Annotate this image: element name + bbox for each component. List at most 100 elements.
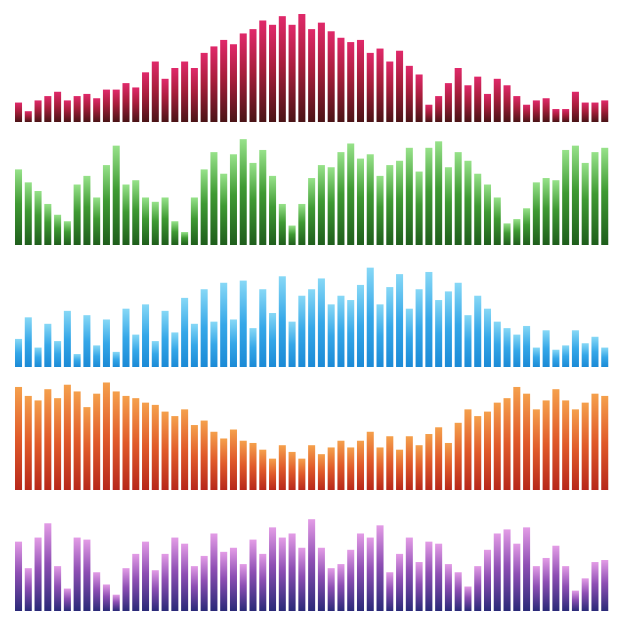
blue-bar bbox=[259, 289, 267, 367]
green-bar bbox=[425, 147, 433, 245]
purple-bar bbox=[386, 572, 394, 611]
green-bar bbox=[552, 180, 560, 245]
blue-bar bbox=[239, 280, 247, 367]
green-bar bbox=[269, 175, 277, 245]
green-bar bbox=[151, 201, 159, 245]
purple-bar bbox=[298, 547, 306, 611]
blue-bar bbox=[308, 289, 316, 367]
orange-bar bbox=[288, 451, 296, 490]
blue-bar bbox=[102, 319, 110, 367]
crimson-bar bbox=[435, 96, 443, 122]
green-bar bbox=[239, 139, 247, 245]
purple-bar bbox=[190, 566, 198, 611]
crimson-bar bbox=[493, 78, 501, 122]
crimson-bar bbox=[190, 68, 198, 122]
crimson-bar bbox=[122, 83, 130, 122]
orange-bar bbox=[435, 427, 443, 490]
green-bar bbox=[571, 145, 579, 245]
orange-bar bbox=[200, 420, 208, 490]
orange-bar bbox=[317, 454, 325, 490]
blue-bar bbox=[562, 345, 570, 367]
purple-bar bbox=[181, 543, 189, 611]
orange-bar bbox=[34, 400, 42, 490]
blue-bar bbox=[73, 354, 81, 367]
purple-bar bbox=[171, 537, 179, 611]
orange-bar bbox=[327, 447, 335, 490]
crimson-bar bbox=[229, 44, 237, 122]
crimson-bar bbox=[298, 14, 306, 122]
green-bar bbox=[356, 158, 364, 245]
crimson-bar bbox=[132, 87, 140, 122]
blue-bar bbox=[15, 338, 23, 367]
crimson-bar bbox=[562, 109, 570, 122]
green-bar bbox=[386, 165, 394, 245]
blue-bar bbox=[220, 282, 228, 367]
orange-bar bbox=[405, 436, 413, 490]
blue-bar bbox=[503, 328, 511, 367]
green-bar bbox=[562, 149, 570, 245]
purple-bar bbox=[337, 564, 345, 611]
purple-bar bbox=[317, 547, 325, 611]
purple-bar bbox=[278, 537, 286, 611]
blue-bar bbox=[386, 287, 394, 367]
green-bar bbox=[444, 167, 452, 245]
blue-bar bbox=[552, 349, 560, 367]
crimson-bar bbox=[249, 29, 257, 122]
crimson-equalizer-strip bbox=[15, 14, 609, 123]
green-bar bbox=[83, 175, 91, 245]
blue-bar bbox=[601, 347, 609, 367]
crimson-bar bbox=[112, 89, 120, 122]
purple-bar bbox=[347, 549, 355, 611]
blue-bar bbox=[151, 341, 159, 367]
orange-bar bbox=[444, 442, 452, 490]
purple-bar bbox=[122, 568, 130, 611]
orange-bar bbox=[532, 409, 540, 490]
purple-bar bbox=[542, 557, 550, 611]
orange-bar bbox=[102, 382, 110, 490]
green-bar bbox=[278, 203, 286, 245]
green-bar bbox=[474, 173, 482, 245]
orange-bar bbox=[93, 393, 101, 490]
orange-bar bbox=[278, 445, 286, 490]
green-bar bbox=[523, 208, 531, 245]
blue-bar bbox=[376, 304, 384, 367]
orange-bar bbox=[15, 386, 23, 490]
green-bar bbox=[493, 197, 501, 245]
blue-bar bbox=[591, 336, 599, 367]
crimson-bar bbox=[288, 24, 296, 122]
blue-bar bbox=[190, 323, 198, 367]
purple-bar bbox=[454, 572, 462, 611]
orange-bar bbox=[298, 458, 306, 490]
purple-bar bbox=[259, 553, 267, 611]
crimson-bar bbox=[474, 76, 482, 122]
crimson-bar bbox=[102, 89, 110, 122]
crimson-bar bbox=[464, 85, 472, 122]
orange-bar bbox=[415, 445, 423, 490]
blue-bar bbox=[24, 317, 32, 367]
crimson-bar bbox=[415, 74, 423, 122]
orange-bar bbox=[308, 445, 316, 490]
crimson-bar bbox=[308, 29, 316, 122]
orange-bar bbox=[474, 416, 482, 490]
purple-bar bbox=[571, 590, 579, 611]
orange-bar bbox=[601, 395, 609, 490]
green-bar bbox=[63, 221, 71, 245]
blue-bar bbox=[337, 295, 345, 367]
green-bar bbox=[298, 203, 306, 245]
crimson-bar bbox=[337, 37, 345, 123]
blue-bar bbox=[161, 310, 169, 367]
orange-bar bbox=[562, 400, 570, 490]
green-bar bbox=[435, 141, 443, 245]
green-bar bbox=[34, 191, 42, 245]
purple-bar bbox=[483, 549, 492, 611]
blue-bar bbox=[542, 330, 550, 367]
purple-bar bbox=[601, 560, 609, 611]
blue-bar bbox=[532, 347, 540, 367]
blue-bar bbox=[425, 271, 433, 367]
crimson-bar bbox=[503, 85, 511, 122]
orange-bar bbox=[161, 411, 169, 490]
green-bar bbox=[347, 143, 355, 245]
blue-bar bbox=[474, 295, 482, 367]
